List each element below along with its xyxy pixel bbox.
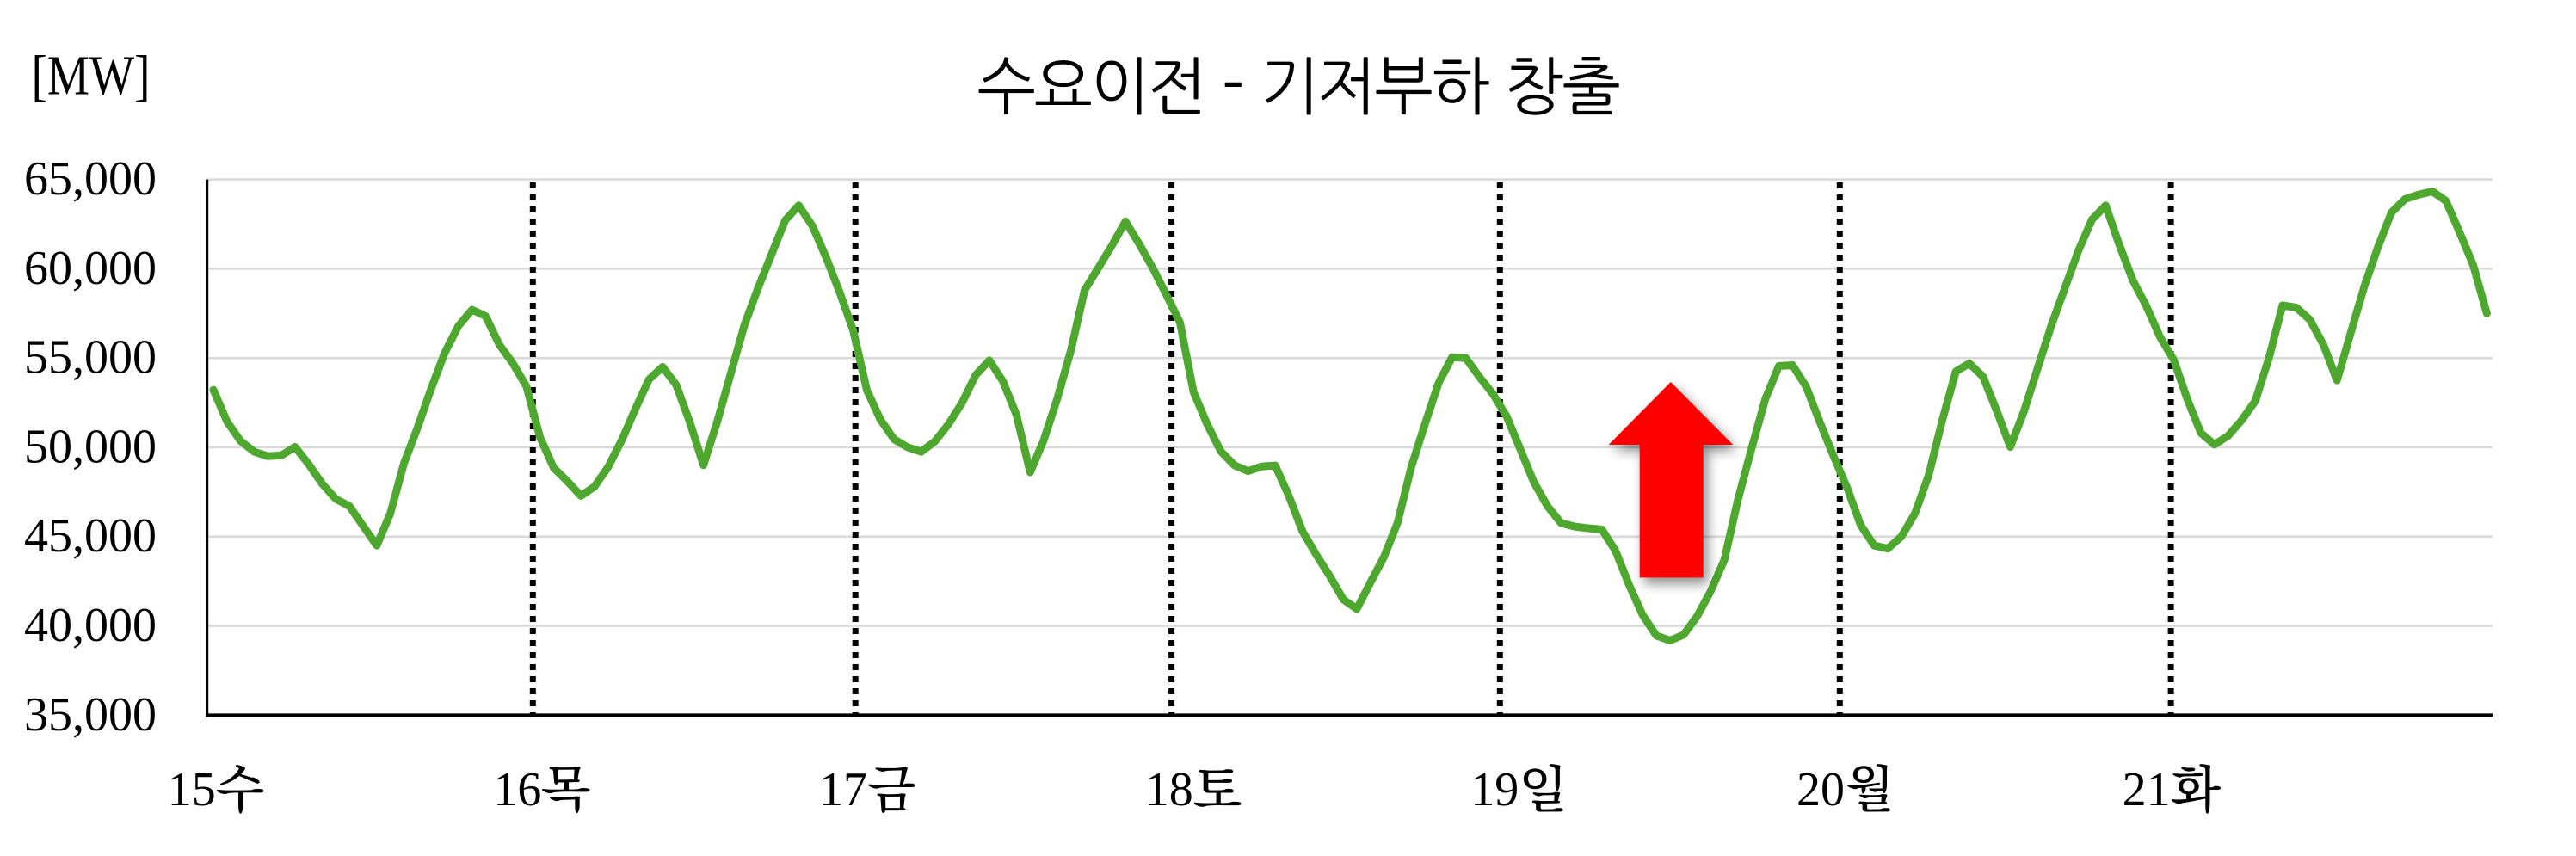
svg-text:45,000: 45,000 bbox=[24, 509, 157, 563]
svg-text:20: 20 bbox=[1796, 763, 1845, 816]
svg-text:55,000: 55,000 bbox=[24, 331, 157, 385]
svg-text:15: 15 bbox=[168, 763, 216, 816]
svg-text:60,000: 60,000 bbox=[24, 242, 157, 295]
svg-text:18: 18 bbox=[1145, 763, 1193, 816]
svg-text:[MW]: [MW] bbox=[32, 45, 151, 108]
svg-text:35,000: 35,000 bbox=[24, 688, 157, 742]
svg-text:17: 17 bbox=[819, 763, 867, 816]
svg-text:19: 19 bbox=[1470, 763, 1519, 816]
svg-text:40,000: 40,000 bbox=[24, 599, 157, 652]
svg-text:50,000: 50,000 bbox=[24, 420, 157, 473]
svg-text:16: 16 bbox=[493, 763, 541, 816]
svg-text:65,000: 65,000 bbox=[24, 152, 157, 206]
svg-text:21: 21 bbox=[2123, 763, 2171, 816]
